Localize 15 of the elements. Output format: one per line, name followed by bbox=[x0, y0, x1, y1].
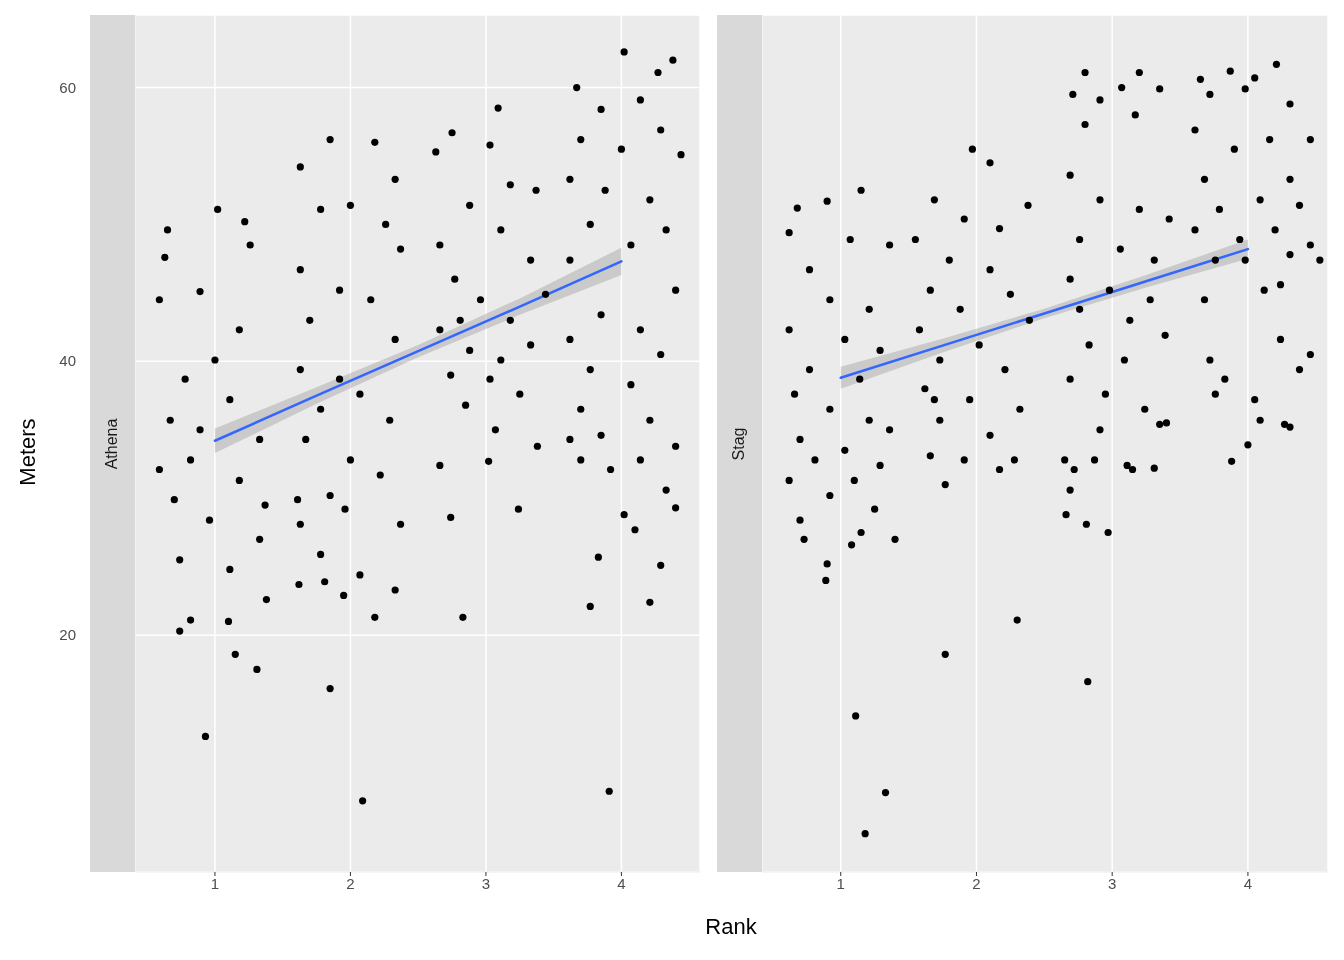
text: Stag bbox=[730, 427, 749, 460]
x-tick-label: 4 bbox=[1243, 874, 1253, 892]
x-axis-title: Rank bbox=[704, 914, 758, 940]
x-tick-label: 2 bbox=[346, 874, 355, 892]
y-tick-label: 60 bbox=[59, 78, 76, 96]
x-tick-label: 3 bbox=[1108, 874, 1117, 892]
x-tick-label: 4 bbox=[617, 874, 626, 892]
x-tick-label: 1 bbox=[836, 874, 845, 892]
x-tick-label: 2 bbox=[972, 874, 981, 892]
y-axis-title: Meters bbox=[15, 418, 41, 486]
x-tick-label: 1 bbox=[210, 874, 220, 892]
y-tick-label: 20 bbox=[59, 626, 76, 644]
y-tick-label: 40 bbox=[59, 352, 76, 370]
text: Athena bbox=[103, 418, 122, 469]
x-tick-label: 3 bbox=[481, 874, 491, 892]
